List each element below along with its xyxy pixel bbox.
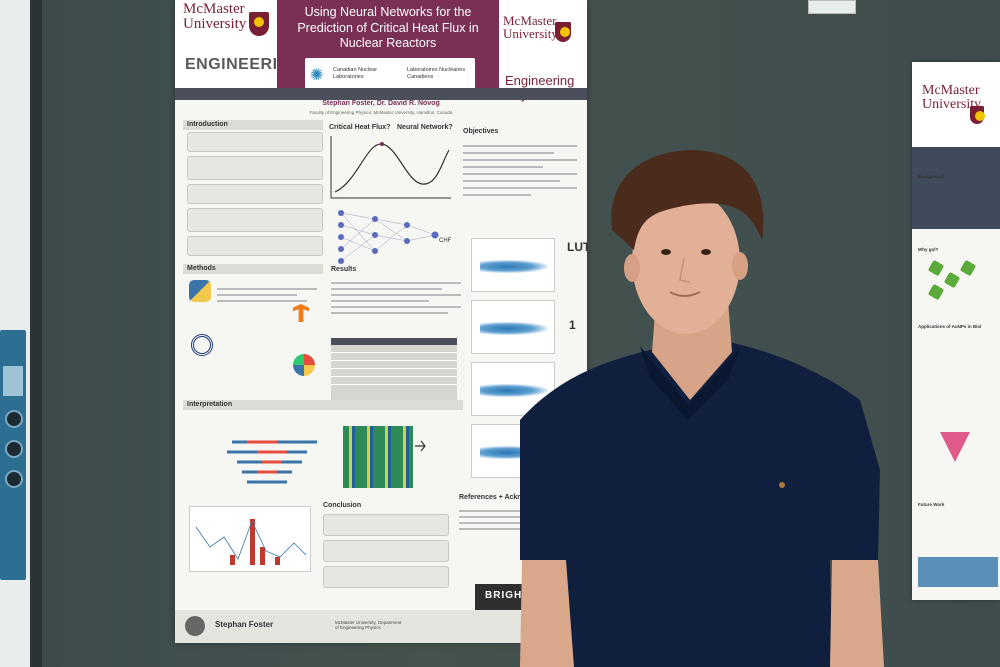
section-methods: Methods <box>187 265 216 272</box>
conclusion-card <box>323 540 449 562</box>
partner-name-fr: Laboratoires Nucléaires Canadiens <box>407 67 466 80</box>
partner-logo: ✺ Canadian Nuclear Laboratories Laborato… <box>305 58 475 92</box>
section-results: Results <box>331 266 357 273</box>
section-nn: Neural Network? <box>397 124 453 131</box>
conclusion-card <box>323 514 449 536</box>
adjacent-title-bar <box>912 147 1000 229</box>
poster-title: Using Neural Networks for the Prediction… <box>297 5 479 51</box>
cnl-logo-icon: ✺ <box>310 67 324 84</box>
mcmaster-shield-icon <box>970 106 985 124</box>
section-why-gold: Why gol? <box>918 247 939 252</box>
affiliation: Faculty of Engineering Physics, McMaster… <box>309 110 453 115</box>
intro-card <box>187 184 323 204</box>
section-bar <box>183 264 323 274</box>
scatter-plot-model-1 <box>471 300 555 354</box>
arrow-icon <box>415 440 426 452</box>
results-table <box>331 338 457 402</box>
mcmaster-logo-right: McMaster University <box>503 13 558 41</box>
python-logo-icon <box>189 280 211 302</box>
device-screen <box>3 366 23 396</box>
board-frame <box>30 0 42 667</box>
presenter-face <box>632 190 740 334</box>
device-knob <box>5 440 23 458</box>
research-poster: McMaster University ENGINEERING McMaster U… <box>175 0 587 643</box>
footer-name: Stephan Foster <box>215 620 274 629</box>
section-chf: Critical Heat Flux? <box>329 124 391 131</box>
board-tag <box>808 0 856 14</box>
conclusion-card <box>323 566 449 588</box>
intro-card <box>187 156 323 180</box>
scatter-plot-lut <box>471 238 555 292</box>
optuna-logo-icon <box>191 334 213 356</box>
presenter-shirt <box>520 340 880 667</box>
presenter-left-arm <box>520 560 574 667</box>
section-bar <box>183 120 323 130</box>
section-background: Background <box>918 174 945 179</box>
mcmaster-logo: McMaster University <box>183 1 247 32</box>
heatmap <box>343 426 413 488</box>
faculty-badge: ENGINEERING <box>185 56 303 73</box>
matplotlib-logo-icon <box>293 354 315 376</box>
presenter-right-arm <box>830 560 884 667</box>
intro-card <box>187 236 323 256</box>
plot-label-1: 1 <box>569 318 576 332</box>
boiling-curve <box>330 136 451 199</box>
section-interpretation: Interpretation <box>187 401 233 408</box>
adjacent-poster: McMaster University Background Why gol? A… <box>912 62 1000 600</box>
intro-card <box>187 208 323 232</box>
device-knob <box>5 410 23 428</box>
shap-summary-plot <box>227 440 317 484</box>
section-future-work: Future Work <box>918 502 945 507</box>
adjacent-poster-header: McMaster University <box>912 62 1000 147</box>
poster-footer: Stephan Foster McMaster University, Depa… <box>175 610 587 643</box>
scatter-plot-model-2 <box>471 362 555 416</box>
results-text <box>331 278 461 318</box>
error-bar-chart <box>189 506 311 572</box>
presenter-hair <box>611 150 764 250</box>
presenter-collar <box>640 346 740 420</box>
methods-text <box>217 284 317 306</box>
authors: Stephan Foster, Dr. David R. Novog <box>322 100 440 107</box>
audio-device <box>0 330 26 580</box>
section-introduction: Introduction <box>187 121 228 128</box>
objectives-list <box>463 140 577 232</box>
partner-name-en: Canadian Nuclear Laboratories <box>333 67 378 80</box>
device-knob <box>5 470 23 488</box>
references-text <box>459 506 579 534</box>
section-objectives: Objectives <box>463 128 499 135</box>
footer-seal-icon <box>185 616 205 636</box>
nn-output-label: CHF <box>439 238 452 244</box>
mcmaster-shield-icon <box>249 12 269 36</box>
mcmaster-logo: McMaster University <box>922 83 982 112</box>
footer-org: McMaster University, Department of Engin… <box>335 620 402 630</box>
section-applications: Applications of AuNPs in Biol <box>918 324 982 329</box>
section-references: References + Acknowl <box>459 494 534 501</box>
section-bar <box>183 400 463 410</box>
intro-card <box>187 132 323 152</box>
adjacent-poster-footer <box>918 557 998 587</box>
shirt-logo <box>779 482 785 488</box>
neural-network-diagram <box>338 210 439 264</box>
header-divider <box>175 88 587 100</box>
section-conclusion: Conclusion <box>323 502 362 509</box>
mcmaster-shield-icon <box>555 22 571 42</box>
